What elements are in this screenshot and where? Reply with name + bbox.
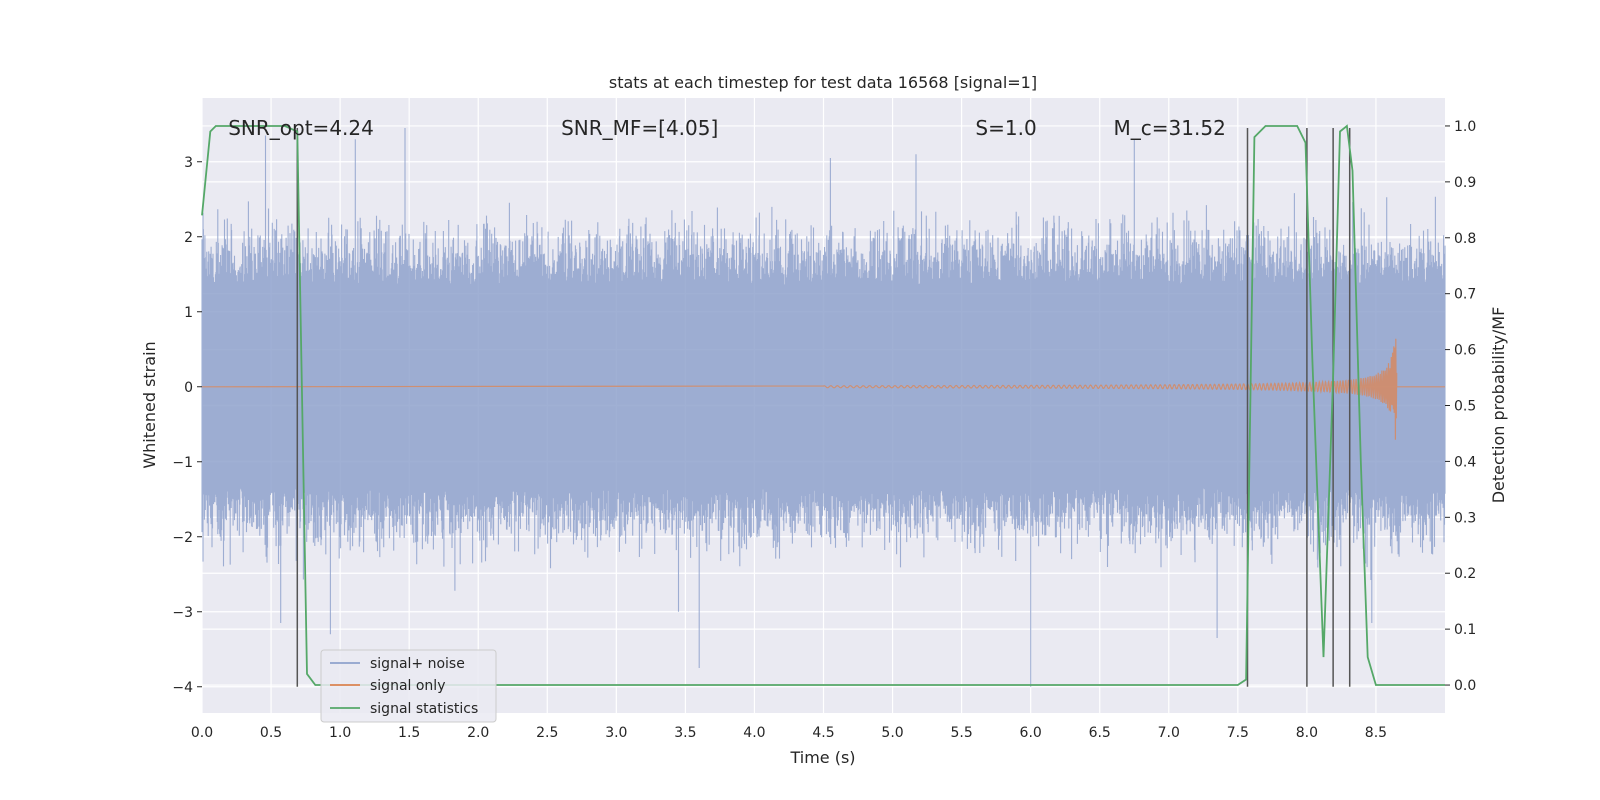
legend: signal+ noise signal only signal statist… (320, 649, 497, 723)
y2-tick-label: 0.6 (1454, 343, 1476, 359)
annotation-mc-value: M_c=31.52 (1114, 116, 1226, 140)
noise-trace (201, 128, 1446, 687)
y2-tick-label: 0.4 (1454, 454, 1476, 470)
legend-label-signal-noise: signal+ noise (370, 656, 465, 672)
x-tick-label: 7.5 (1227, 725, 1249, 741)
y-tick-label: −2 (172, 530, 193, 546)
annotation-snr-mf: SNR_MF=[4.05] (561, 116, 718, 140)
x-tick-label: 8.0 (1296, 725, 1318, 741)
y-tick-label: −1 (172, 455, 193, 471)
annotations: SNR_opt=4.24 SNR_MF=[4.05] S=1.0 M_c=31.52 (228, 116, 1226, 140)
x-tick-label: 1.5 (398, 725, 420, 741)
y2-tick-label: 0.1 (1454, 622, 1476, 638)
annotation-s-value: S=1.0 (975, 116, 1036, 140)
y-tick-label: 1 (184, 305, 193, 321)
series-signal-noise (201, 128, 1446, 687)
statistics-trace (201, 124, 1445, 686)
y2-tick-label: 0.2 (1454, 566, 1476, 582)
series-signal-statistics (201, 124, 1445, 686)
x-axis-label: Time (s) (789, 748, 855, 767)
y-tick-label: 3 (184, 155, 193, 171)
x-tick-label: 7.0 (1158, 725, 1180, 741)
y2-tick-label: 0.0 (1454, 678, 1476, 694)
y2-tick-label: 0.9 (1454, 175, 1476, 191)
axes: 0.0 0.5 1.0 1.5 2.0 2.5 3.0 3.5 4.0 4.5 5.0 5.5 6.0 6… (172, 119, 1476, 741)
x-tick-label: 6.5 (1089, 725, 1111, 741)
y2-tick-label: 0.3 (1454, 510, 1476, 526)
x-tick-label: 0.5 (260, 725, 282, 741)
series-signal-only (201, 338, 1445, 440)
y2-tick-label: 1.0 (1454, 119, 1476, 135)
annotation-snr-opt: SNR_opt=4.24 (228, 116, 374, 140)
x-tick-label: 4.0 (743, 725, 765, 741)
x-tick-label: 1.0 (329, 725, 351, 741)
y2-axis-label: Detection probability/MF (1489, 307, 1508, 504)
x-tick-label: 8.5 (1365, 725, 1387, 741)
x-tick-label: 3.5 (674, 725, 696, 741)
y2-tick-label: 0.7 (1454, 287, 1476, 303)
y2-tick-label: 0.8 (1454, 231, 1476, 247)
signal-trace (201, 338, 1445, 440)
x-tick-label: 3.0 (605, 725, 627, 741)
y-axis-label: Whitened strain (140, 341, 159, 468)
x-tick-label: 5.0 (881, 725, 903, 741)
x-tick-label: 2.5 (536, 725, 558, 741)
x-tick-label: 6.0 (1020, 725, 1042, 741)
chart-title: stats at each timestep for test data 165… (609, 73, 1037, 92)
x-tick-label: 0.0 (191, 725, 213, 741)
legend-box (320, 649, 497, 723)
legend-label-signal-only: signal only (370, 678, 445, 694)
y-tick-label: 0 (184, 380, 193, 396)
y-tick-label: 2 (184, 230, 193, 246)
x-tick-label: 4.5 (812, 725, 834, 741)
y2-tick-label: 0.5 (1454, 399, 1476, 415)
y-tick-label: −4 (172, 680, 193, 696)
x-tick-label: 5.5 (950, 725, 972, 741)
legend-label-signal-statistics: signal statistics (370, 701, 478, 717)
x-tick-label: 2.0 (467, 725, 489, 741)
y-tick-label: −3 (172, 605, 193, 621)
